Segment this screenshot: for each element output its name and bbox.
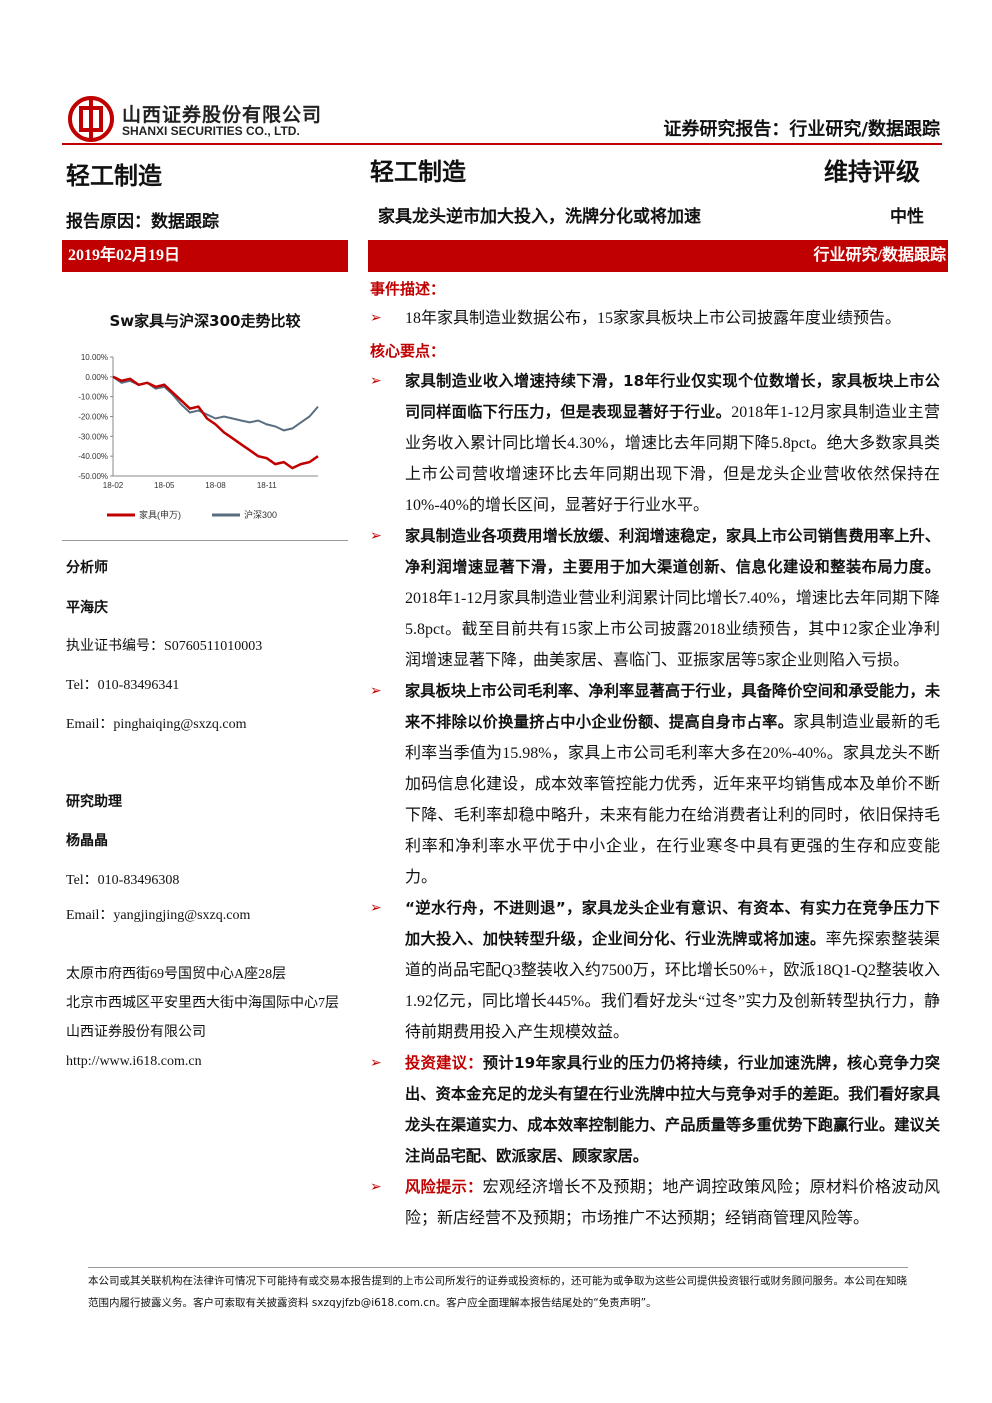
address-line: 山西证券股份有限公司	[66, 1025, 206, 1040]
point-label: 风险提示：	[405, 1178, 483, 1196]
x-tick-label: 18-08	[205, 481, 226, 490]
point: ➢ 家具板块上市公司毛利率、净利率显著高于行业，具备降价空间和承受能力，未来不排除…	[370, 682, 940, 886]
point-text: 宏观经济增长不及预期；地产调控政策风险；原材料价格波动风险；新店经营不及预期；市…	[405, 1179, 940, 1227]
event-text: 18年家具制造业数据公布，15家家具板块上市公司披露年度业绩预告。	[405, 310, 902, 327]
assistant-name: 杨晶晶	[66, 833, 108, 849]
point-bold: “逆水行舟，不进则退”，家具龙头企业有意识、有资本、有实力在竞争压力下加大投入、…	[405, 899, 940, 948]
point-text: 2018年1-12月家具制造业主营业务收入累计同比增长4.30%，增速比去年同期…	[405, 404, 940, 514]
y-tick-label: -40.00%	[78, 452, 108, 461]
divider	[62, 540, 348, 541]
header-rule	[62, 143, 942, 145]
address-line: 太原市府西街69号国贸中心A座28层	[66, 967, 287, 982]
series-line	[112, 375, 319, 470]
analyst-tel: Tel：010-83496341	[66, 678, 180, 693]
assistant-heading: 研究助理	[66, 794, 122, 810]
rating-action: 维持评级	[824, 158, 920, 186]
y-tick-label: 0.00%	[85, 373, 108, 382]
report-type: 证券研究报告：行业研究/数据跟踪	[663, 119, 940, 140]
footer: 本公司或其关联机构在法律许可情况下可能持有或交易本报告提到的上市公司所发行的证券…	[88, 1275, 907, 1309]
logo	[68, 96, 114, 142]
analyst-name: 平海庆	[66, 600, 108, 616]
point: ➢ 投资建议：预计19年家具行业的压力仍将持续，行业加速洗牌，核心竞争力突出、资本…	[370, 1054, 940, 1165]
y-tick-label: -10.00%	[78, 393, 108, 402]
date: 2019年02月19日	[68, 247, 181, 264]
chart: 10.00% 0.00% -10.00% -20.00% -30.00% -40.00% -…	[78, 353, 319, 520]
point: ➢ 风险提示：宏观经济增长不及预期；地产调控政策风险；原材料价格波动风险；新店经营…	[370, 1178, 940, 1227]
assistant-email: Email：yangjingjing@sxzq.com	[66, 908, 251, 923]
event-heading: 事件描述：	[370, 280, 446, 298]
analyst-email: Email：pinghaiqing@sxzq.com	[66, 717, 247, 732]
event: ➢ 18年家具制造业数据公布，15家家具板块上市公司披露年度业绩预告。	[370, 310, 902, 327]
point-text: 率先探索整装渠道的尚品宅配Q3整装收入约7500万，环比增长50%+，欧派18Q…	[405, 931, 940, 1041]
y-tick-label: -50.00%	[78, 472, 108, 481]
rating: 中性	[890, 207, 924, 227]
y-tick-label: -30.00%	[78, 432, 108, 441]
point-bold: 家具制造业收入增速持续下滑，18年行业仅实现个位数增长，家具板块上市公司同样面临…	[405, 372, 940, 421]
analyst-cert: 执业证书编号：S0760511010003	[66, 639, 263, 654]
legend-label: 沪深300	[244, 509, 277, 520]
address-line: 北京市西城区平安里西大街中海国际中心7层	[66, 996, 339, 1011]
point-bold: 预计19年家具行业的压力仍将持续，行业加速洗牌，核心竞争力突出、资本金充足的龙头…	[405, 1054, 940, 1165]
legend-label: 家具(申万)	[139, 509, 181, 520]
point-label: 投资建议：	[405, 1054, 483, 1072]
point: ➢ 家具制造业各项费用增长放缓、利润增速稳定，家具上市公司销售费用率上升、净利润增…	[370, 527, 940, 669]
industry-right: 轻工制造	[370, 158, 466, 186]
core-heading: 核心要点：	[370, 342, 446, 360]
y-tick-label: -20.00%	[78, 413, 108, 422]
point-bold: 家具板块上市公司毛利率、净利率显著高于行业，具备降价空间和承受能力，未来不排除以…	[405, 682, 940, 731]
company-en: SHANXI SECURITIES CO., LTD.	[122, 124, 300, 138]
address-line: http://www.i618.com.cn	[66, 1054, 202, 1069]
points: ➢ 家具制造业收入增速持续下滑，18年行业仅实现个位数增长，家具板块上市公司同样面…	[368, 366, 940, 1234]
industry: 轻工制造	[66, 162, 162, 190]
x-tick-label: 18-02	[103, 481, 124, 490]
reason: 报告原因：数据跟踪	[66, 212, 219, 232]
x-tick-label: 18-05	[154, 481, 175, 490]
section-band: 行业研究/数据跟踪	[368, 240, 948, 272]
assistant-tel: Tel：010-83496308	[66, 873, 180, 888]
address: 太原市府西街69号国贸中心A座28层 北京市西城区平安里西大街中海国际中心7层 …	[66, 960, 346, 1076]
point-bold: 家具制造业各项费用增长放缓、利润增速稳定，家具上市公司销售费用率上升、净利润增速…	[405, 527, 940, 576]
analyst-heading: 分析师	[66, 560, 108, 576]
footer-rule	[88, 1267, 908, 1268]
headline: 家具龙头逆市加大投入，洗牌分化或将加速	[378, 207, 701, 227]
x-tick-label: 18-11	[257, 481, 277, 490]
point: ➢ 家具制造业收入增速持续下滑，18年行业仅实现个位数增长，家具板块上市公司同样面…	[370, 372, 940, 514]
point: ➢ “逆水行舟，不进则退”，家具龙头企业有意识、有资本、有实力在竞争压力下加大投入…	[370, 899, 940, 1041]
point-text: 2018年1-12月家具制造业营业利润累计同比增长7.40%，增速比去年同期下降…	[405, 590, 940, 669]
date-band: 2019年02月19日	[62, 240, 348, 272]
point-text: 家具制造业最新的毛利率当季值为15.98%，家具上市公司毛利率大多在20%-40…	[405, 714, 940, 886]
chart-title: Sw家具与沪深300走势比较	[109, 312, 301, 330]
band-text: 行业研究/数据跟踪	[813, 247, 946, 264]
company-cn: 山西证券股份有限公司	[122, 104, 323, 126]
y-tick-label: 10.00%	[81, 353, 108, 362]
